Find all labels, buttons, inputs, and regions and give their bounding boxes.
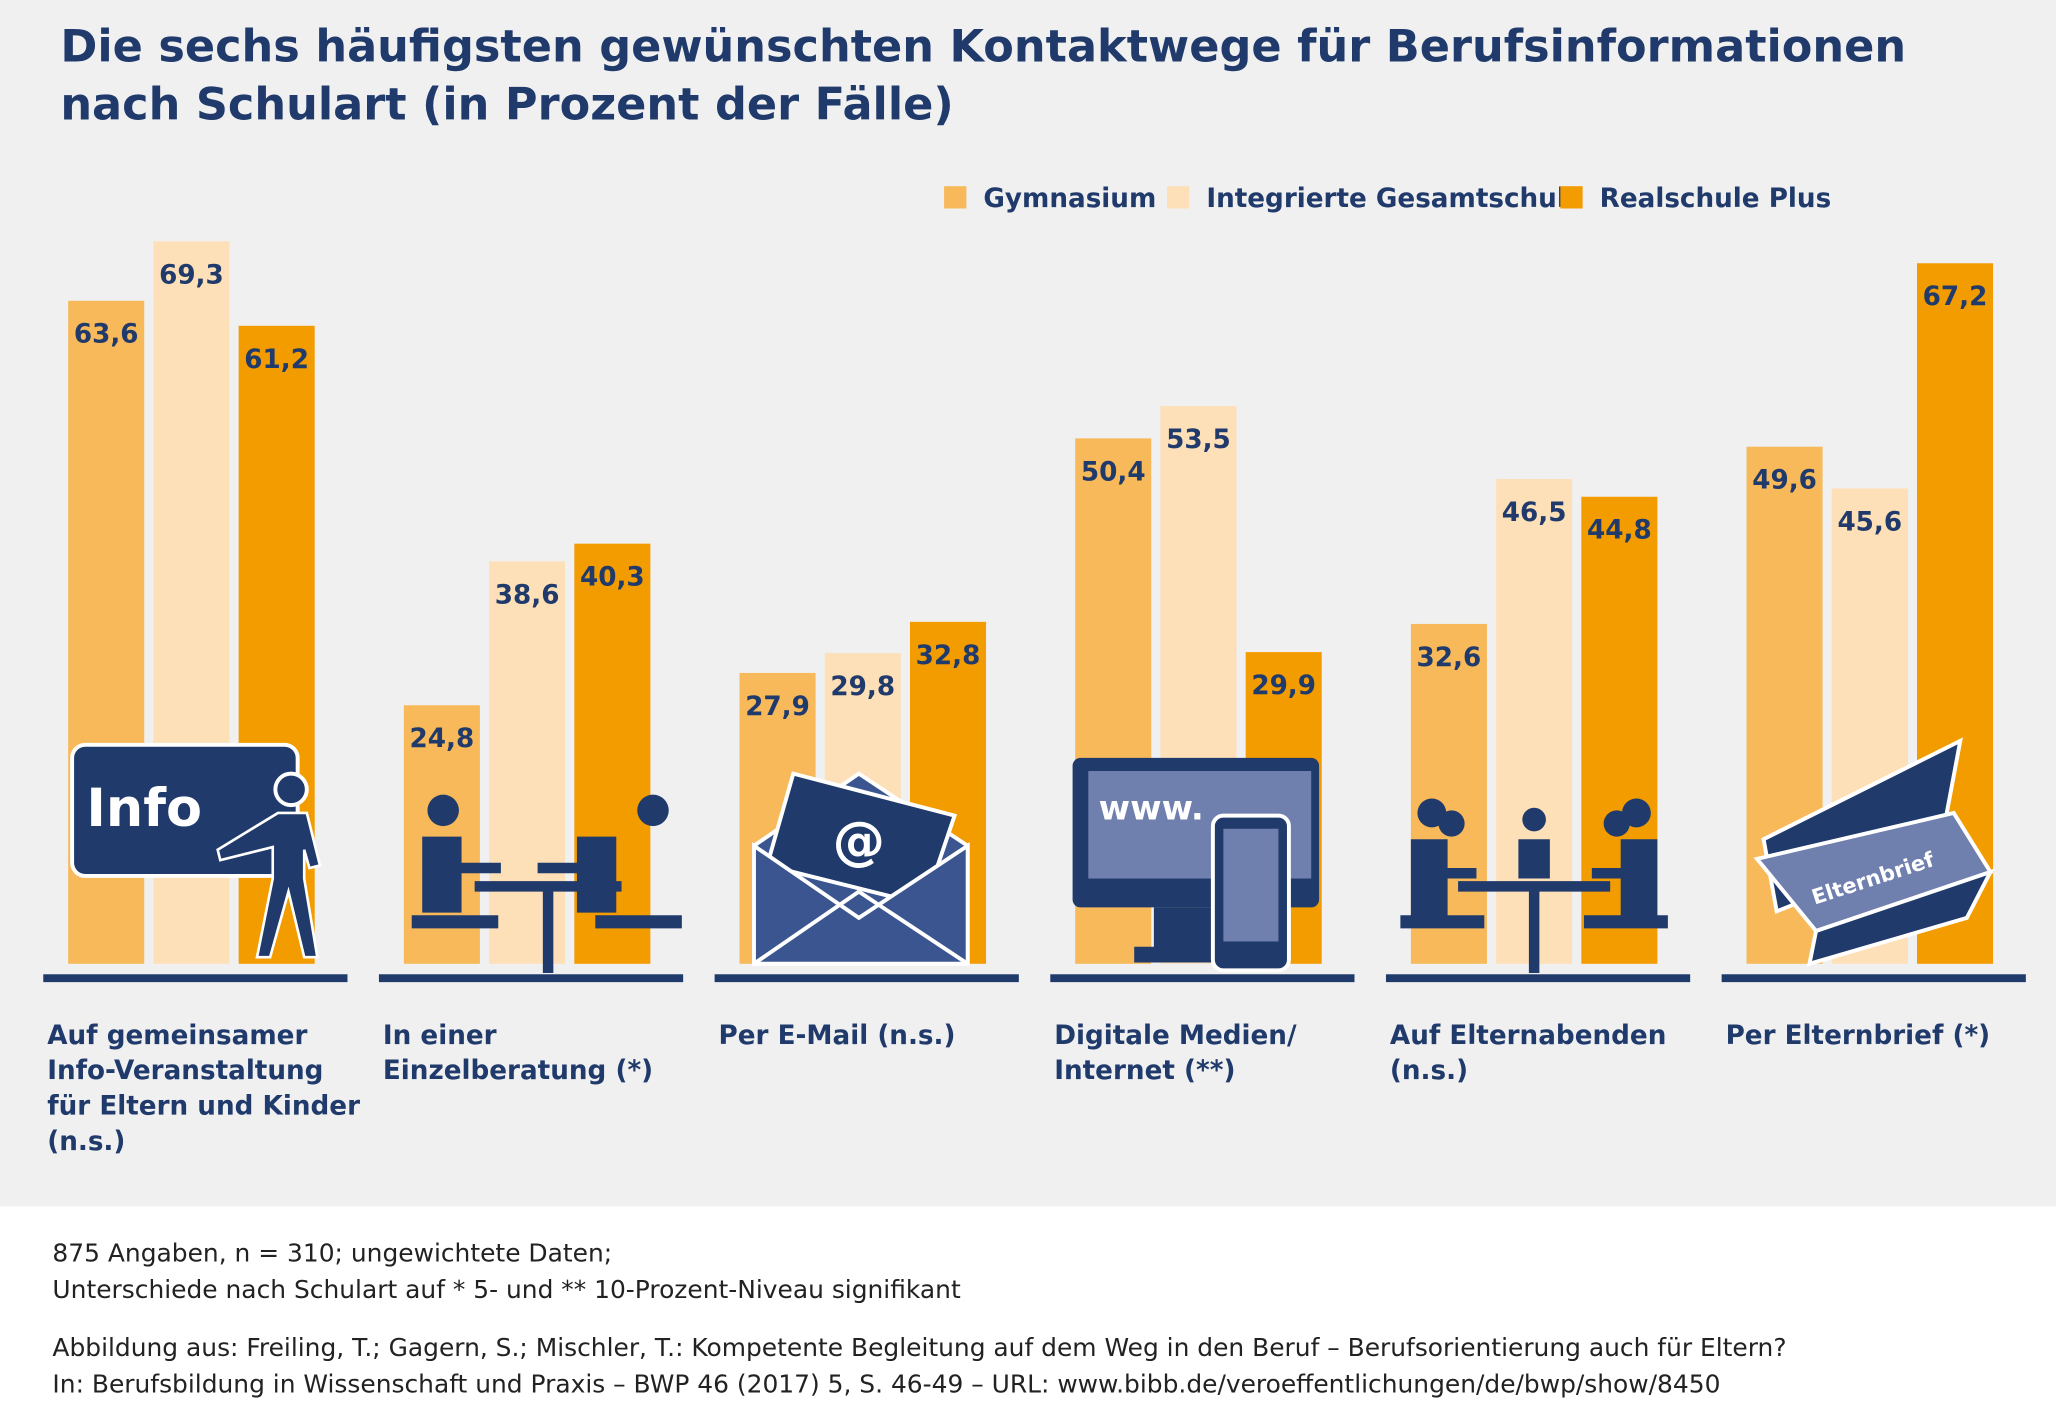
category-label: Auf gemeinsamer Info-Veranstaltung für E…	[47, 1018, 361, 1157]
category-label-box: Auf gemeinsamer Info-Veranstaltung für E…	[47, 1018, 361, 1157]
data-label: 24,8	[410, 724, 475, 754]
icon-table	[474, 881, 622, 973]
icon-person	[1438, 810, 1465, 837]
icons: Info @ www. Elternbrief	[70, 737, 1995, 973]
baseline	[43, 974, 348, 983]
icon-person	[427, 794, 459, 827]
icon-envelope-line	[752, 889, 969, 966]
icon-person	[1621, 798, 1651, 828]
category-label: Per Elternbrief (*)	[1725, 1018, 1991, 1051]
icon-people	[1400, 839, 1668, 929]
legend-label: Realschule Plus	[1600, 184, 1832, 214]
data-label: 38,6	[495, 580, 560, 610]
data-label: 29,8	[830, 672, 895, 702]
icon-phone-screen	[1223, 828, 1279, 942]
data-label: 32,8	[916, 641, 981, 671]
category-label-box: Per Elternbrief (*)	[1725, 1018, 1991, 1051]
category-label-box: Per E-Mail (n.s.)	[718, 1018, 956, 1051]
baselines	[43, 974, 2026, 983]
data-label: 61,2	[244, 345, 309, 375]
icon-person	[1522, 807, 1546, 832]
data-label: 46,5	[1502, 498, 1567, 528]
title-box: Die sechs häufigsten gewünschten Kontakt…	[60, 20, 1907, 132]
baseline	[378, 974, 684, 983]
legend-label: Gymnasium	[983, 184, 1156, 214]
footnote: 875 Angaben, n = 310; ungewichtete Daten…	[52, 1238, 612, 1267]
legend-swatch	[944, 186, 967, 209]
category-label-box: Auf Elternabenden (n.s.)	[1389, 1018, 1667, 1086]
icon-table	[1458, 881, 1611, 973]
category-label-box: In einer Einzelberatung (*)	[382, 1018, 654, 1086]
footnote: Abbildung aus: Freiling, T.; Gagern, S.;…	[52, 1333, 1786, 1362]
data-label: 40,3	[580, 563, 645, 593]
legend-label: Integrierte Gesamtschule	[1206, 184, 1583, 214]
bar	[489, 561, 566, 964]
icon-person	[216, 811, 322, 959]
category-label: Digitale Medien/ Internet (**)	[1054, 1018, 1297, 1086]
data-label: 29,9	[1251, 671, 1316, 701]
chart-background	[0, 0, 2056, 1207]
data-label: 69,3	[159, 260, 224, 290]
category-label-box: Digitale Medien/ Internet (**)	[1054, 1018, 1297, 1086]
icon-people	[411, 836, 682, 929]
legend: Gymnasium Integrierte Gesamtschule Realsch…	[944, 184, 1831, 214]
data-label: 67,2	[1923, 282, 1988, 312]
legend-swatch	[1166, 186, 1190, 209]
data-label: 32,6	[1417, 643, 1482, 673]
notes: 875 Angaben, n = 310; ungewichtete Daten…	[52, 1238, 1786, 1398]
baseline	[1385, 974, 1691, 983]
data-label: 27,9	[745, 692, 810, 722]
icon-text: @	[833, 811, 885, 872]
data-label: 49,6	[1752, 466, 1817, 496]
category-label: In einer Einzelberatung (*)	[382, 1018, 654, 1086]
data-label: 63,6	[74, 320, 139, 350]
icon-letter	[1806, 868, 1995, 967]
icon-person	[273, 771, 309, 808]
baseline	[1050, 974, 1355, 983]
baseline	[714, 974, 1019, 983]
data-label: 44,8	[1587, 516, 1652, 546]
footnote: Unterschiede nach Schulart auf * 5- und …	[52, 1275, 961, 1304]
icon-person	[637, 794, 669, 827]
data-label: 45,6	[1837, 507, 1902, 537]
category-labels: Auf gemeinsamer Info-Veranstaltung für E…	[47, 1018, 1991, 1157]
category-label: Auf Elternabenden (n.s.)	[1389, 1018, 1667, 1086]
category-label: Per E-Mail (n.s.)	[718, 1018, 956, 1051]
baseline	[1721, 974, 2026, 983]
icon-text: Info	[86, 778, 202, 839]
legend-swatch	[1560, 186, 1583, 209]
footnote: In: Berufsbildung in Wissenschaft und Pr…	[52, 1370, 1720, 1399]
chart-title: Die sechs häufigsten gewünschten Kontakt…	[60, 20, 1907, 132]
data-label: 50,4	[1081, 457, 1146, 487]
data-label: 53,5	[1166, 425, 1231, 455]
icon-text: www.	[1099, 789, 1204, 829]
